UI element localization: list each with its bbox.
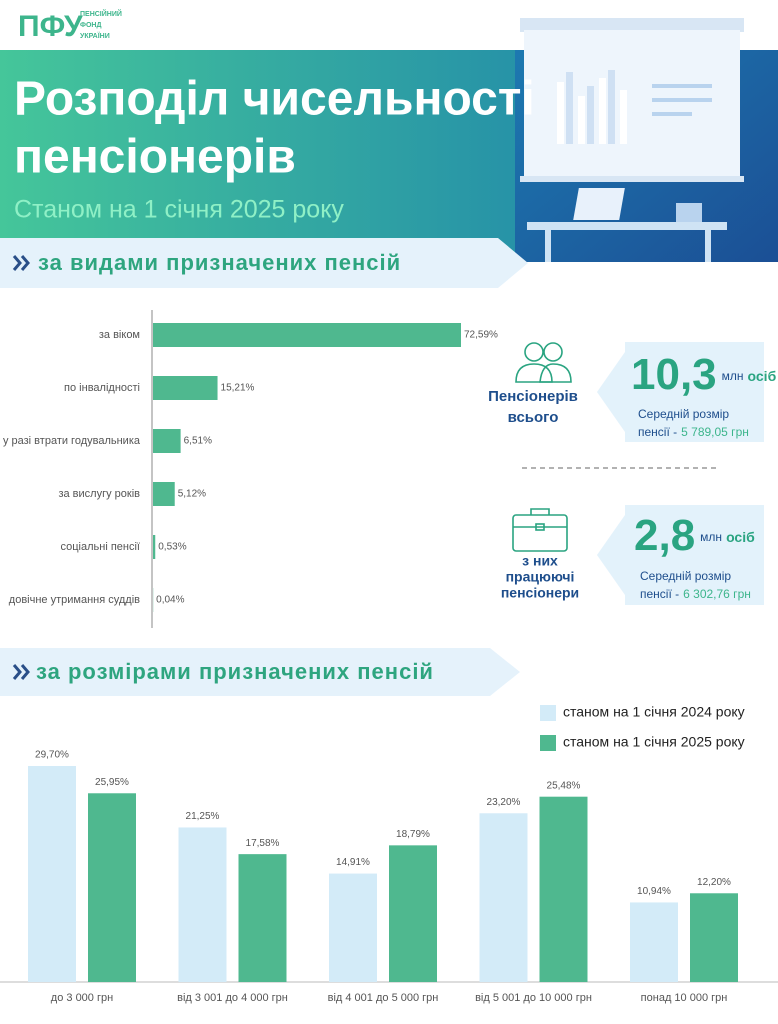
- category-label: від 4 001 до 5 000 грн: [328, 992, 439, 1004]
- bar: [28, 766, 76, 982]
- stat-label: Пенсіонерів: [488, 388, 578, 405]
- stat-desc-text: пенсії -: [638, 425, 677, 439]
- stat-boxes: [522, 342, 764, 605]
- stat-number: 10,3: [631, 350, 717, 399]
- value-label: 15,21%: [221, 383, 255, 394]
- section-title: за видами призначених пенсій: [38, 250, 401, 275]
- bar: [153, 323, 461, 347]
- stat-number: 2,8: [634, 511, 695, 560]
- chevrons: [12, 255, 30, 680]
- stat-label: всього: [508, 409, 559, 426]
- category-label: соціальні пенсії: [61, 541, 140, 553]
- category-label: за вислугу років: [58, 488, 140, 500]
- category-label: у разі втрати годувальника: [3, 435, 141, 447]
- value-label: 72,59%: [464, 330, 498, 341]
- value-label: 14,91%: [336, 857, 370, 868]
- bar: [690, 893, 738, 982]
- title: пенсіонерів: [14, 131, 296, 184]
- stat-unit: млн: [700, 530, 722, 544]
- legend-label: станом на 1 січня 2025 року: [563, 734, 745, 750]
- people-icon: [515, 342, 572, 383]
- section-band: [0, 238, 528, 288]
- category-label: довічне утримання суддів: [9, 594, 140, 606]
- logo-line: УКРАЇНИ: [80, 32, 110, 40]
- legend-swatch: [540, 705, 556, 721]
- value-label: 0,04%: [156, 595, 184, 606]
- value-label: 12,20%: [697, 877, 731, 888]
- category-label: по інвалідності: [64, 382, 140, 394]
- briefcase-icon: [512, 508, 568, 552]
- logo-line: ФОНД: [80, 22, 101, 29]
- bar: [153, 535, 156, 559]
- bar: [479, 813, 528, 982]
- subtitle: Станом на 1 січня 2025 року: [14, 196, 344, 224]
- legend-swatch: [540, 735, 556, 751]
- bar: [153, 482, 175, 506]
- section-band: [0, 648, 520, 696]
- section-title: за розмірами призначених пенсій: [36, 659, 434, 684]
- bar: [153, 376, 218, 400]
- value-label: 5,12%: [178, 489, 206, 500]
- bar: [389, 845, 437, 982]
- stat-unit: млн: [722, 369, 744, 383]
- value-label: 6,51%: [184, 436, 212, 447]
- value-label: 17,58%: [246, 838, 280, 849]
- category-label: понад 10 000 грн: [641, 992, 728, 1004]
- bar: [329, 873, 377, 982]
- category-label: до 3 000 грн: [51, 992, 113, 1004]
- bar: [630, 902, 678, 982]
- stat-desc-text: пенсії -: [640, 587, 679, 601]
- stat-desc: пенсії - 5 789,05 грн: [638, 425, 749, 439]
- value-label: 0,53%: [158, 542, 186, 553]
- stat-value: 2,8 млн осіб: [634, 511, 755, 560]
- stat-label: пенсіонери: [501, 585, 579, 601]
- logo-line: ПЕНСІЙНИЙ: [80, 9, 122, 18]
- bar: [238, 854, 287, 982]
- stat-unit: осіб: [726, 529, 755, 545]
- stat-value: 10,3 млн осіб: [631, 350, 777, 399]
- value-label: 18,79%: [396, 829, 430, 840]
- category-label: від 5 001 до 10 000 грн: [475, 992, 592, 1004]
- stat-desc: Середній розмір: [638, 407, 729, 421]
- value-label: 21,25%: [186, 811, 220, 822]
- value-label: 23,20%: [487, 797, 521, 808]
- stat-label: працюючі: [506, 569, 575, 585]
- stat-amount: 5 789,05 грн: [681, 425, 749, 439]
- value-label: 29,70%: [35, 750, 69, 761]
- stat-label: з них: [522, 553, 558, 569]
- bar: [539, 796, 588, 982]
- stat-desc: Середній розмір: [640, 569, 731, 583]
- value-label: 10,94%: [637, 886, 671, 897]
- bar: [153, 429, 181, 453]
- logo-mark: ПФУ: [18, 10, 83, 43]
- bar: [178, 827, 227, 982]
- stat-amount: 6 302,76 грн: [683, 587, 751, 601]
- bar: [88, 793, 136, 982]
- category-label: за віком: [99, 329, 140, 341]
- stat-desc: пенсії - 6 302,76 грн: [640, 587, 751, 601]
- legend-label: станом на 1 січня 2024 року: [563, 704, 745, 720]
- illustration: [520, 18, 744, 262]
- category-label: від 3 001 до 4 000 грн: [177, 992, 288, 1004]
- value-label: 25,95%: [95, 777, 129, 788]
- title: Розподіл чисельності: [14, 73, 535, 126]
- stat-unit: осіб: [748, 368, 777, 384]
- value-label: 25,48%: [547, 780, 581, 791]
